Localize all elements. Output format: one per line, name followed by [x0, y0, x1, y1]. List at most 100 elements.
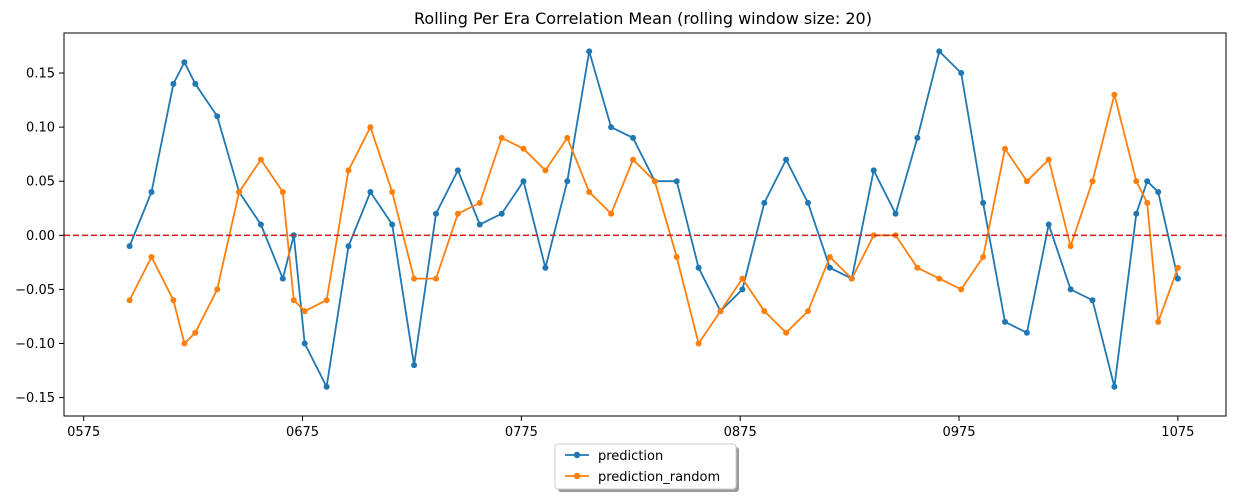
legend-marker-prediction-random — [573, 472, 581, 480]
data-point-prediction — [433, 210, 439, 217]
data-point-prediction-random — [126, 297, 133, 304]
data-point-prediction-random — [433, 275, 439, 282]
y-axis: 0.15 0.10 0.05 0.00 −0.05 −0.10 −0.15 — [15, 67, 64, 406]
data-point-prediction-random — [1067, 243, 1074, 250]
data-point-prediction — [1067, 286, 1074, 293]
data-point-prediction-random — [257, 156, 264, 163]
data-point-prediction — [1155, 189, 1162, 195]
data-point-prediction — [1023, 329, 1030, 336]
data-point-prediction — [892, 210, 899, 217]
data-point-prediction-random — [1144, 199, 1151, 206]
data-point-prediction-random — [520, 145, 527, 152]
y-tick-label: −0.10 — [15, 337, 55, 352]
data-point-prediction-random — [236, 189, 243, 195]
data-point-prediction-random — [805, 308, 811, 315]
x-tick-label: 0575 — [67, 425, 100, 440]
y-tick-label: −0.15 — [15, 391, 55, 406]
data-point-prediction-random — [411, 275, 418, 282]
data-point-prediction — [411, 362, 418, 369]
data-point-prediction — [564, 178, 571, 185]
y-tick-label: −0.05 — [15, 283, 55, 298]
data-point-prediction — [1089, 297, 1096, 304]
data-point-prediction-random — [389, 189, 396, 195]
data-point-prediction — [126, 243, 133, 250]
data-point-prediction — [958, 70, 965, 76]
y-tick-label: 0.10 — [26, 121, 55, 136]
data-point-prediction-random — [323, 297, 330, 304]
data-point-prediction — [761, 199, 768, 206]
data-point-prediction — [345, 243, 352, 250]
data-point-prediction — [389, 221, 396, 228]
data-point-prediction-random — [279, 189, 286, 195]
data-point-prediction — [870, 167, 877, 174]
legend: prediction prediction_random — [554, 443, 739, 492]
data-point-prediction-random — [936, 275, 943, 282]
data-point-prediction — [498, 210, 505, 217]
data-point-prediction — [695, 264, 702, 271]
series-line-prediction — [128, 49, 1179, 390]
data-point-prediction-random — [761, 308, 768, 315]
data-point-prediction — [673, 178, 680, 185]
legend-marker-prediction — [573, 451, 581, 459]
data-point-prediction — [170, 80, 177, 87]
data-point-prediction-random — [170, 297, 177, 304]
data-point-prediction-random — [1155, 318, 1162, 325]
data-point-prediction — [586, 48, 593, 55]
data-point-prediction — [454, 167, 461, 174]
data-point-prediction-random — [542, 167, 549, 174]
data-point-prediction-random — [608, 210, 615, 217]
data-point-prediction-random — [980, 254, 987, 260]
x-tick-label: 0975 — [942, 425, 975, 440]
series-line-prediction-random — [128, 94, 1179, 346]
data-point-prediction — [181, 59, 188, 66]
data-point-prediction-random — [739, 275, 746, 282]
data-point-prediction-random — [958, 286, 965, 293]
data-point-prediction-random — [454, 210, 461, 217]
data-point-prediction-random — [1002, 145, 1008, 152]
data-point-prediction-random — [214, 286, 221, 293]
data-point-prediction-random — [651, 178, 658, 185]
data-point-prediction — [1133, 210, 1140, 217]
data-point-prediction — [826, 264, 833, 271]
data-point-prediction-random — [1023, 178, 1030, 185]
data-point-prediction-random — [301, 308, 308, 315]
data-point-prediction-random — [695, 340, 702, 347]
plot-lines — [126, 48, 1181, 390]
chart-title: Rolling Per Era Correlation Mean (rollin… — [414, 9, 872, 28]
legend-box — [554, 443, 737, 490]
x-tick-label: 0675 — [286, 425, 319, 440]
data-point-prediction-random — [673, 254, 680, 260]
data-point-prediction — [279, 275, 286, 282]
x-tick-label: 0875 — [724, 425, 757, 440]
data-point-prediction-random — [1133, 178, 1140, 185]
data-point-prediction-random — [914, 264, 921, 271]
data-point-prediction — [783, 156, 790, 163]
data-point-prediction — [739, 286, 746, 293]
data-point-prediction-random — [1045, 156, 1052, 163]
data-point-prediction — [1111, 383, 1118, 390]
data-point-prediction — [148, 189, 155, 195]
data-point-prediction — [608, 124, 615, 131]
data-point-prediction-random — [290, 297, 297, 304]
data-point-prediction — [520, 178, 527, 185]
x-tick-label: 0775 — [505, 425, 538, 440]
x-tick-label: 1075 — [1161, 425, 1194, 440]
data-point-prediction — [936, 48, 943, 55]
y-tick-label: 0.15 — [26, 67, 55, 82]
data-point-prediction — [1045, 221, 1052, 228]
data-point-prediction — [630, 134, 636, 141]
legend-label-prediction: prediction — [598, 449, 663, 464]
plot-area-frame — [63, 32, 1227, 417]
x-axis: 0575 0675 0775 0875 0975 1075 — [67, 416, 1194, 440]
data-point-prediction-random — [148, 254, 155, 260]
data-point-prediction — [214, 113, 221, 120]
data-point-prediction — [476, 221, 483, 228]
data-point-prediction — [257, 221, 264, 228]
data-point-prediction-random — [717, 308, 724, 315]
data-point-prediction-random — [1089, 178, 1096, 185]
data-point-prediction-random — [1174, 264, 1181, 271]
data-point-prediction-random — [564, 134, 571, 141]
data-point-prediction — [301, 340, 308, 347]
data-point-prediction-random — [476, 199, 483, 206]
